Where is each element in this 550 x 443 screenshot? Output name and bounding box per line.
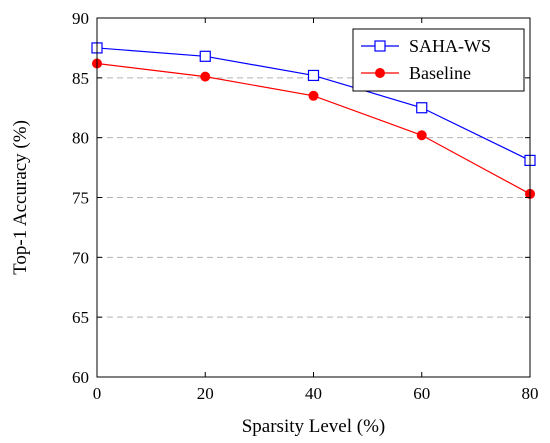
x-tick-label-80: 80 (522, 384, 539, 403)
legend: SAHA-WS Baseline (352, 28, 525, 92)
y-tick-label-75: 75 (72, 189, 89, 208)
legend-marker-baseline (361, 68, 399, 78)
x-tick-label-0: 0 (93, 384, 102, 403)
legend-symbol-0 (374, 40, 386, 52)
data-point-saha-ws-x40 (307, 69, 320, 82)
data-point-saha-ws-x20 (199, 50, 211, 62)
y-tick-label-80: 80 (72, 129, 89, 148)
x-axis-label: Sparsity Level (%) (242, 416, 386, 437)
grid-lines (97, 77, 530, 318)
legend-marker-saha-ws (361, 40, 399, 52)
legend-symbol-1 (375, 68, 385, 78)
data-point-baseline-x20 (200, 71, 211, 82)
legend-label-saha-ws: SAHA-WS (409, 36, 491, 56)
y-tick-label-85: 85 (72, 69, 89, 88)
y-axis-label: Top-1 Accuracy (%) (10, 120, 31, 275)
x-tick-label-60: 60 (413, 384, 430, 403)
legend-box (352, 28, 525, 92)
x-tick-label-40: 40 (305, 384, 322, 403)
data-point-baseline-x60 (416, 130, 427, 141)
y-tick-label-70: 70 (72, 248, 89, 267)
y-tick-label-90: 90 (72, 9, 89, 28)
y-tick-label-60: 60 (72, 368, 89, 387)
x-tick-label-20: 20 (197, 384, 214, 403)
data-point-baseline-x40 (308, 90, 319, 101)
y-tick-label-65: 65 (72, 308, 89, 327)
legend-label-baseline: Baseline (409, 63, 471, 83)
data-point-saha-ws-x60 (416, 102, 428, 114)
axis-ticks: 60 65 70 75 80 85 90 0 20 40 60 80 (72, 9, 539, 403)
